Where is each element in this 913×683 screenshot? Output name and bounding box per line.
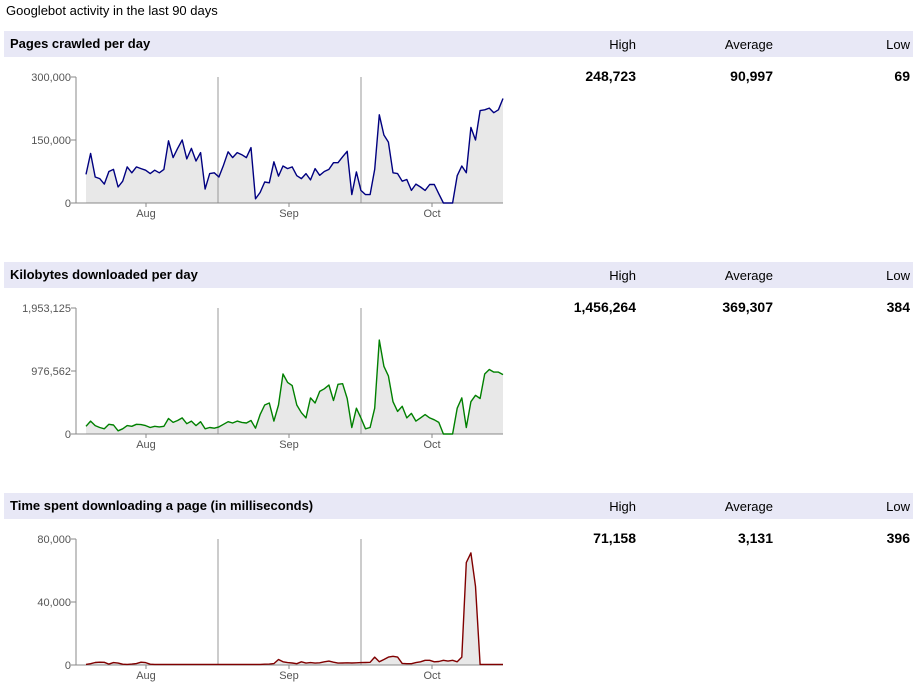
low-value: 396 [886,530,910,546]
high-value: 71,158 [593,530,636,546]
y-tick-label: 0 [65,429,71,441]
high-column-header: High [609,499,636,514]
y-tick-label: 80,000 [37,534,71,546]
section-title: Time spent downloading a page (in millis… [10,498,314,513]
x-tick-label: Oct [423,439,440,451]
low-column-header: Low [886,268,910,283]
average-value: 90,997 [730,68,773,84]
section-title: Kilobytes downloaded per day [10,267,198,282]
section-header: Pages crawled per day High Average Low [4,31,913,57]
pages-crawled-section: Pages crawled per day High Average Low 2… [0,31,913,261]
x-tick-label: Aug [136,670,156,682]
area-fill [86,552,503,665]
series-line [85,98,504,204]
x-tick-label: Oct [423,670,440,682]
average-column-header: Average [724,499,773,514]
average-value: 369,307 [722,299,773,315]
page-title: Googlebot activity in the last 90 days [6,3,218,18]
high-value: 248,723 [585,68,636,84]
section-header: Time spent downloading a page (in millis… [4,493,913,519]
y-tick-label: 40,000 [37,597,71,609]
series-line [85,552,503,666]
pages-crawled-chart: 0 150,000 300,000 Aug Sep Oct [31,72,504,220]
y-tick-label: 976,562 [31,366,71,378]
section-header: Kilobytes downloaded per day High Averag… [4,262,913,288]
x-tick-label: Sep [279,439,299,451]
y-tick-label: 1,953,125 [22,303,71,315]
x-tick-label: Sep [279,670,299,682]
high-column-header: High [609,268,636,283]
y-tick-label: 0 [65,660,71,672]
y-tick-label: 0 [65,198,71,210]
x-tick-label: Aug [136,208,156,220]
y-tick-label: 150,000 [31,135,71,147]
x-tick-label: Sep [279,208,299,220]
section-title: Pages crawled per day [10,36,151,51]
high-column-header: High [609,37,636,52]
time-spent-section: Time spent downloading a page (in millis… [0,493,913,683]
low-value: 69 [894,68,910,84]
low-column-header: Low [886,37,910,52]
area-fill [86,340,503,434]
x-tick-label: Aug [136,439,156,451]
area-fill [86,98,503,203]
average-column-header: Average [724,37,773,52]
kilobytes-downloaded-chart: 0 976,562 1,953,125 Aug Sep Oct [22,303,504,451]
x-tick-label: Oct [423,208,440,220]
average-column-header: Average [724,268,773,283]
average-value: 3,131 [737,530,773,546]
low-value: 384 [886,299,910,315]
kilobytes-downloaded-section: Kilobytes downloaded per day High Averag… [0,262,913,492]
y-tick-label: 300,000 [31,72,71,84]
low-column-header: Low [886,499,910,514]
high-value: 1,456,264 [573,299,636,315]
series-line [85,339,504,435]
time-spent-chart: 0 40,000 80,000 Aug Sep Oct [37,534,503,682]
